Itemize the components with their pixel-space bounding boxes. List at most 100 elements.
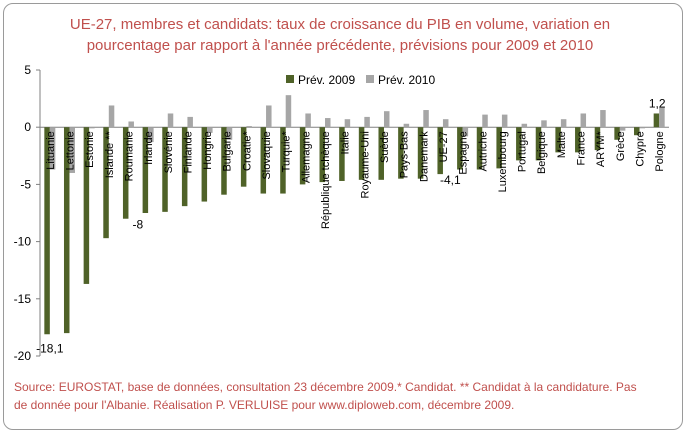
bar-2010	[423, 110, 429, 128]
category-label: Lettonie	[64, 131, 76, 170]
bar-chart: 5 0 -5 -10 -15 -20 Lituanie Lettonie Estonie Isla…	[14, 63, 669, 363]
bar-2010	[364, 116, 370, 128]
bar-2010	[246, 126, 252, 128]
bar-2010	[344, 119, 351, 128]
bar-2009	[614, 127, 620, 140]
category-label: Luxembourg	[497, 131, 509, 192]
bar-2009	[653, 113, 660, 128]
bar-2009	[122, 127, 129, 219]
bar-2010	[600, 110, 606, 128]
bar-2009	[44, 127, 50, 335]
bar-2010	[89, 127, 95, 129]
chart-title-line-1: UE-27, membres et candidats: taux de cro…	[69, 16, 611, 33]
category-label: Autriche	[477, 131, 489, 171]
category-label: Slovénie	[163, 131, 175, 173]
bar-2010	[639, 127, 646, 129]
legend-label-2009: Prév. 2009	[298, 73, 355, 87]
bar-2010	[442, 119, 449, 128]
bar-2009	[103, 127, 109, 239]
y-tick-label: -10	[14, 235, 32, 249]
data-label: -4,1	[440, 173, 461, 187]
bar-2009	[457, 127, 463, 170]
bar-2010	[521, 123, 528, 128]
category-label: Suède	[379, 131, 391, 163]
bar-2009	[437, 127, 443, 175]
bar-2010	[108, 105, 115, 128]
bar-2009	[181, 127, 188, 207]
bar-2009	[496, 127, 502, 169]
legend-swatch-2009	[286, 75, 294, 83]
data-label: 1,2	[649, 96, 666, 110]
bar-2010	[325, 118, 331, 128]
bar-2010	[148, 127, 154, 143]
bar-2009	[575, 127, 581, 153]
category-label: Malte	[556, 131, 568, 158]
category-label: Allemagne	[300, 131, 312, 183]
category-label: République tchèque	[320, 131, 332, 229]
category-label: Italie	[340, 131, 352, 154]
category-label: Chypre	[635, 131, 647, 166]
bar-2010	[49, 127, 56, 170]
bar-2010	[501, 114, 508, 128]
category-label: Croatie*	[241, 130, 253, 170]
bar-2009	[299, 127, 306, 185]
bar-2009	[516, 127, 522, 161]
bar-2009	[162, 127, 168, 212]
category-label: Roumanie	[123, 131, 135, 181]
y-tick-label: 0	[24, 120, 31, 134]
bar-2009	[339, 127, 345, 181]
bar-2010	[128, 121, 134, 128]
data-label: -18,1	[36, 341, 64, 355]
category-label: Portugal	[517, 131, 529, 172]
bar-2010	[167, 113, 174, 128]
y-tick-label: -20	[14, 349, 32, 363]
category-label: Belgique	[536, 131, 548, 174]
bar-2009	[63, 127, 70, 334]
category-label: France	[576, 131, 588, 165]
bar-2009	[535, 127, 542, 161]
category-label: Irlande	[143, 131, 155, 165]
category-label: Grèce	[615, 131, 627, 161]
category-label: Lituanie	[45, 131, 57, 170]
chart-title-line-2: pourcentage par rapport à l'année précéd…	[86, 37, 594, 54]
bar-2009	[319, 127, 326, 183]
bar-2009	[398, 127, 404, 179]
bar-2009	[201, 127, 208, 202]
bar-2009	[240, 127, 247, 187]
bar-2010	[187, 116, 193, 128]
source-note: Source: EUROSTAT, base de données, consu…	[14, 378, 674, 414]
category-label: Slovaquie	[261, 131, 273, 179]
bar-2009	[142, 127, 149, 213]
bar-2009	[83, 127, 90, 284]
chart-frame	[3, 3, 683, 430]
legend-swatch-2010	[366, 75, 374, 83]
bar-2010	[207, 127, 213, 133]
y-tick-label: -5	[20, 177, 31, 191]
category-label: Pologne	[654, 131, 666, 171]
bar-2010	[541, 120, 547, 128]
bar-2009	[260, 127, 267, 194]
bar-2010	[462, 127, 469, 137]
category-label: Estonie	[84, 131, 96, 168]
bar-2010	[619, 127, 626, 131]
data-label: -8	[132, 218, 143, 232]
bar-2009	[555, 127, 561, 153]
category-label: Islande **	[104, 130, 116, 178]
category-label: ARYM*	[595, 130, 607, 167]
bar-2010	[285, 95, 292, 128]
bar-2010	[482, 114, 488, 128]
bar-2010	[226, 127, 233, 140]
bar-2009	[476, 127, 483, 170]
category-label: Bulgarie	[222, 131, 234, 171]
category-label: Turquie*	[281, 130, 293, 172]
bar-2010	[403, 123, 410, 128]
source-line-1: Source: EUROSTAT, base de données, consu…	[14, 380, 637, 394]
legend-label-2010: Prév. 2010	[378, 73, 435, 87]
y-tick-label: -15	[14, 292, 32, 306]
category-label: Royaume-Uni	[359, 131, 371, 198]
bar-2009	[358, 127, 365, 180]
category-label: Pays-Bas	[399, 131, 411, 179]
bar-2010	[266, 105, 272, 128]
bar-2010	[383, 111, 390, 128]
y-tick-label: 5	[24, 63, 31, 77]
